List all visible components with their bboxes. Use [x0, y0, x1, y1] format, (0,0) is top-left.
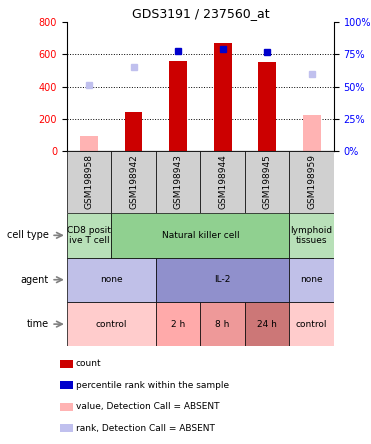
Bar [245, 302, 289, 346]
Bar [156, 258, 289, 302]
Text: count: count [76, 359, 101, 369]
Text: rank, Detection Call = ABSENT: rank, Detection Call = ABSENT [76, 424, 214, 433]
Text: control: control [96, 320, 127, 329]
Bar [60, 424, 73, 432]
Bar [111, 151, 156, 213]
Bar [60, 360, 73, 368]
Text: lymphoid
tissues: lymphoid tissues [290, 226, 333, 245]
Text: CD8 posit
ive T cell: CD8 posit ive T cell [67, 226, 111, 245]
Bar [125, 112, 142, 151]
Bar [289, 213, 334, 258]
Bar [258, 63, 276, 151]
Bar [80, 136, 98, 151]
Bar [200, 302, 245, 346]
Text: GSM198943: GSM198943 [174, 154, 183, 209]
Bar [289, 258, 334, 302]
Text: 2 h: 2 h [171, 320, 185, 329]
Bar [67, 302, 156, 346]
Bar [67, 213, 111, 258]
Bar [169, 61, 187, 151]
Bar [200, 151, 245, 213]
Text: none: none [100, 275, 122, 284]
Text: time: time [27, 319, 49, 329]
Text: control: control [296, 320, 327, 329]
Bar [67, 258, 156, 302]
Text: value, Detection Call = ABSENT: value, Detection Call = ABSENT [76, 402, 219, 412]
Text: cell type: cell type [7, 230, 49, 240]
Bar [67, 151, 111, 213]
Text: GSM198958: GSM198958 [85, 154, 93, 209]
Text: Natural killer cell: Natural killer cell [161, 231, 239, 240]
Bar [214, 43, 232, 151]
Text: IL-2: IL-2 [214, 275, 231, 284]
Bar [156, 302, 200, 346]
Text: none: none [301, 275, 323, 284]
Bar [60, 403, 73, 411]
Bar [289, 302, 334, 346]
Bar [156, 151, 200, 213]
Text: agent: agent [21, 275, 49, 285]
Bar [111, 213, 289, 258]
Bar [245, 151, 289, 213]
Bar [303, 115, 321, 151]
Text: GSM198945: GSM198945 [263, 154, 272, 209]
Bar [289, 151, 334, 213]
Text: GSM198959: GSM198959 [307, 154, 316, 209]
Text: GSM198944: GSM198944 [218, 154, 227, 209]
Text: 24 h: 24 h [257, 320, 277, 329]
Text: 8 h: 8 h [216, 320, 230, 329]
Text: GSM198942: GSM198942 [129, 154, 138, 209]
Text: percentile rank within the sample: percentile rank within the sample [76, 381, 229, 390]
Bar [60, 381, 73, 389]
Title: GDS3191 / 237560_at: GDS3191 / 237560_at [132, 7, 269, 20]
